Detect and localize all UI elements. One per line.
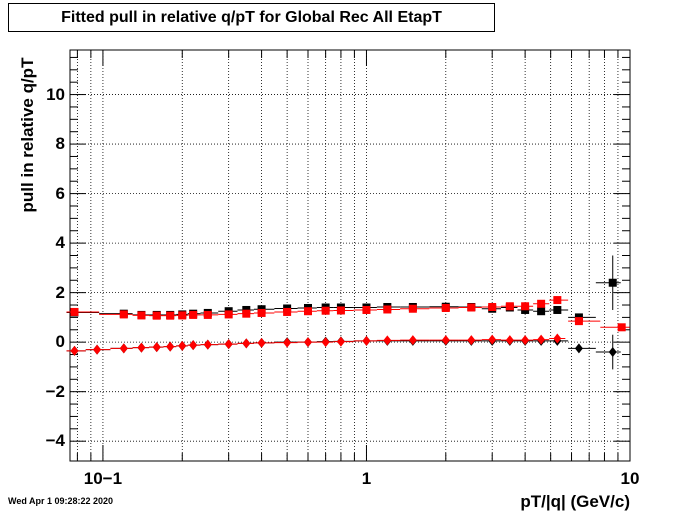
data-point-diamond — [189, 340, 198, 351]
data-point-diamond — [537, 334, 546, 345]
data-point-diamond — [521, 335, 530, 346]
data-point-diamond — [283, 337, 292, 348]
data-point-square — [553, 296, 562, 305]
y-tick-label: 8 — [55, 134, 65, 154]
data-point-diamond — [505, 335, 514, 346]
data-point-square — [189, 310, 198, 319]
data-point-diamond — [203, 339, 212, 350]
plot-border — [69, 49, 631, 462]
x-tick-label: 1 — [361, 469, 372, 488]
data-point-square — [574, 317, 583, 326]
data-point-diamond — [242, 338, 251, 349]
data-point-square — [166, 311, 175, 320]
data-point-square — [537, 307, 546, 316]
data-point-square — [336, 306, 345, 315]
data-point-diamond — [70, 345, 79, 356]
data-point-diamond — [383, 335, 392, 346]
data-point-square — [362, 305, 371, 314]
data-point-diamond — [408, 335, 417, 346]
data-point-diamond — [303, 337, 312, 348]
data-point-diamond — [257, 337, 266, 348]
data-point-diamond — [336, 336, 345, 347]
y-tick-label: 10 — [46, 84, 65, 104]
data-point-diamond — [137, 342, 146, 353]
data-point-square — [467, 303, 476, 312]
data-point-diamond — [553, 333, 562, 344]
data-point-diamond — [488, 334, 497, 345]
data-point-square — [242, 309, 251, 318]
data-point-square — [521, 302, 530, 311]
data-point-square — [608, 278, 617, 287]
data-point-diamond — [467, 335, 476, 346]
x-axis-label: pT/|q| (GeV/c) — [520, 492, 630, 511]
data-point-square — [505, 302, 514, 311]
x-tick-label: 10−1 — [83, 469, 123, 488]
data-point-diamond — [362, 335, 371, 346]
y-tick-label: −4 — [45, 431, 65, 451]
data-point-diamond — [321, 337, 330, 348]
y-tick-label: 4 — [55, 233, 65, 253]
data-point-square — [321, 306, 330, 315]
data-point-square — [152, 311, 161, 320]
timestamp: Wed Apr 1 09:28:22 2020 — [8, 496, 114, 506]
data-point-square — [537, 299, 546, 308]
data-point-square — [224, 310, 233, 319]
data-point-square — [283, 307, 292, 316]
data-point-diamond — [152, 342, 161, 353]
data-point-square — [488, 302, 497, 311]
data-point-square — [303, 307, 312, 316]
x-tick-label: 10 — [620, 469, 640, 488]
y-tick-label: −2 — [45, 381, 65, 401]
data-point-square — [553, 305, 562, 314]
data-point-diamond — [441, 335, 450, 346]
data-point-diamond — [166, 341, 175, 352]
data-point-square — [203, 310, 212, 319]
y-tick-label: 2 — [55, 282, 65, 302]
data-point-square — [617, 323, 626, 332]
data-point-diamond — [574, 343, 583, 354]
data-point-diamond — [608, 347, 617, 358]
plot-frame — [69, 49, 631, 462]
data-point-diamond — [224, 339, 233, 350]
data-point-square — [383, 305, 392, 314]
data-point-square — [257, 308, 266, 317]
y-tick-label: 0 — [55, 332, 65, 352]
data-point-square — [178, 311, 187, 320]
data-point-square — [137, 311, 146, 320]
data-point-square — [119, 310, 128, 319]
data-point-diamond — [93, 344, 102, 355]
y-tick-label: 6 — [55, 183, 65, 203]
data-point-square — [408, 304, 417, 313]
chart-title: Fitted pull in relative q/pT for Global … — [8, 3, 495, 32]
data-point-square — [441, 303, 450, 312]
data-point-diamond — [178, 340, 187, 351]
data-point-diamond — [119, 343, 128, 354]
data-point-square — [70, 307, 79, 316]
